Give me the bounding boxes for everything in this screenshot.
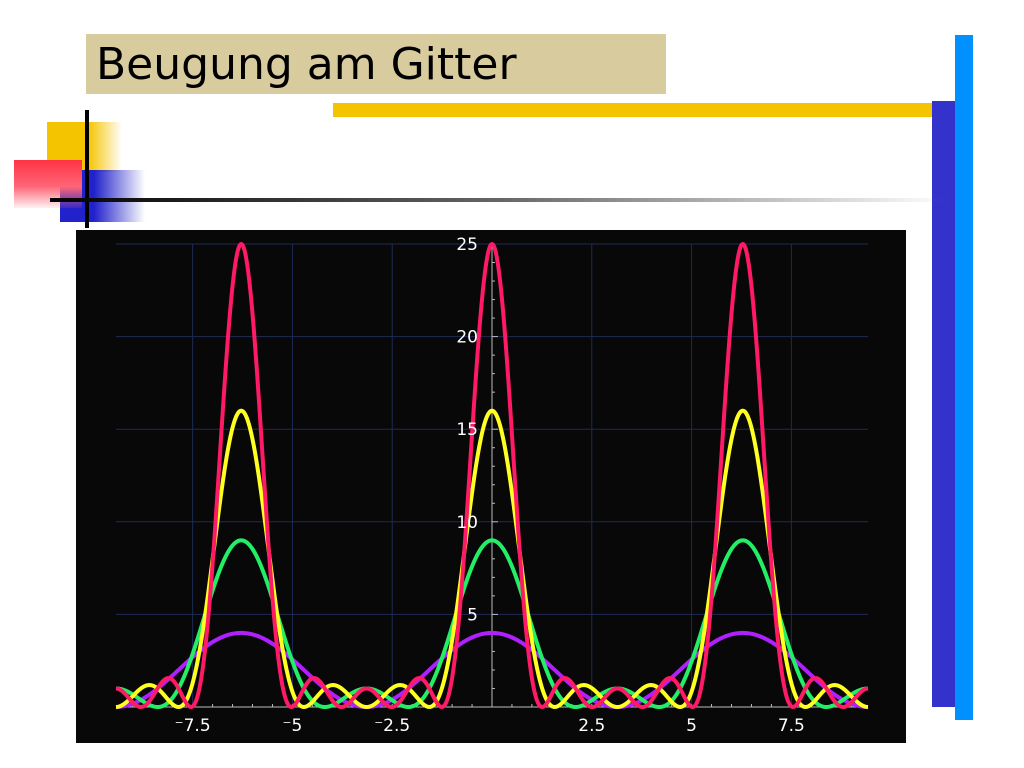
accent-bar-yellow: [333, 103, 933, 117]
chart-svg: ⁻7.5 ⁻5 ⁻2.5 2.5 5 7.5 5 10 15 20 25: [114, 235, 870, 736]
series-layer: [114, 242, 870, 709]
x-tick-label: ⁻7.5: [175, 716, 211, 736]
accent-bar-blue: [932, 101, 958, 707]
y-tick-label: 25: [456, 235, 478, 255]
series-line-3-slits: [114, 538, 870, 709]
slide-title: Beugung am Gitter: [96, 38, 517, 90]
series-line-2-slits: [114, 630, 870, 709]
title-underline: [50, 198, 950, 202]
label-layer: ⁻7.5 ⁻5 ⁻2.5 2.5 5 7.5 5 10 15 20 25: [175, 235, 805, 736]
accent-bar-cyan: [955, 35, 973, 720]
series-line-4-slits: [114, 408, 870, 709]
y-tick-label: 10: [456, 513, 478, 533]
x-tick-label: ⁻2.5: [374, 716, 410, 736]
diffraction-chart: ⁻7.5 ⁻5 ⁻2.5 2.5 5 7.5 5 10 15 20 25: [76, 230, 906, 743]
y-tick-label: 20: [456, 328, 478, 348]
x-tick-label: ⁻5: [283, 716, 303, 736]
decor-vertical-line: [85, 110, 89, 228]
series-line-5-slits: [114, 242, 870, 709]
y-tick-label: 5: [467, 605, 478, 625]
y-tick-label: 15: [456, 420, 478, 440]
x-tick-label: 5: [686, 716, 697, 736]
title-box: Beugung am Gitter: [86, 34, 666, 94]
x-tick-label: 2.5: [578, 716, 605, 736]
x-tick-label: 7.5: [778, 716, 805, 736]
